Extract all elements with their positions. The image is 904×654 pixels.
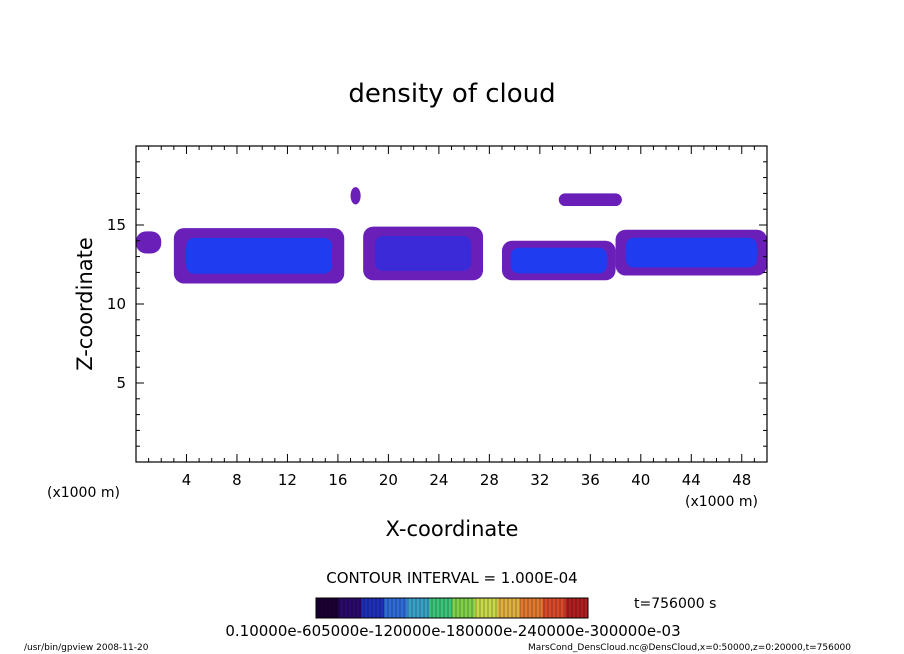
colorbar-swatch	[361, 598, 385, 618]
y-unit-label: (x1000 m)	[47, 485, 120, 501]
cloud-region-center	[363, 226, 484, 281]
colorbar-swatch	[474, 598, 498, 618]
colorbar-swatch	[520, 598, 544, 618]
colorbar-swatch	[542, 598, 566, 618]
x-tick-label: 20	[379, 471, 398, 489]
colorbar-swatch	[406, 598, 430, 618]
y-tick-label: 10	[107, 295, 126, 313]
x-tick-label: 12	[278, 471, 297, 489]
cloud-region-main-left	[173, 228, 345, 284]
cloud-region-right-edge	[615, 229, 767, 276]
colorbar-swatch	[384, 598, 408, 618]
x-tick-label: 36	[581, 471, 600, 489]
x-tick-label: 24	[429, 471, 448, 489]
x-tick-label: 40	[631, 471, 650, 489]
colorbar-swatch	[338, 598, 362, 618]
colorbar	[316, 598, 589, 618]
colorbar-swatch	[497, 598, 521, 618]
contour-interval: CONTOUR INTERVAL = 1.000E-04	[326, 569, 577, 587]
footer-left: /usr/bin/gpview 2008-11-20	[24, 643, 149, 653]
y-tick-label: 15	[107, 216, 126, 234]
cloud-region-left-edge	[136, 231, 162, 254]
x-tick-label: 4	[182, 471, 192, 489]
x-tick-label: 28	[480, 471, 499, 489]
colorbar-swatch	[316, 598, 340, 618]
colorbar-swatch	[429, 598, 453, 618]
colorbar-labels: 0.10000e-605000e-120000e-180000e-240000e…	[225, 622, 680, 640]
time-label: t=756000 s	[634, 596, 716, 612]
x-tick-label: 8	[232, 471, 242, 489]
cloud-regions	[136, 187, 767, 284]
x-tick-label: 48	[732, 471, 751, 489]
y-tick-label: 5	[116, 374, 126, 392]
x-tick-label: 16	[328, 471, 347, 489]
x-axis-title: X-coordinate	[386, 517, 519, 541]
cloud-region-top-right	[558, 193, 622, 207]
y-axis-title: Z-coordinate	[73, 237, 97, 371]
plot-frame	[135, 145, 768, 463]
cloud-region-right-center	[501, 240, 616, 281]
colorbar-swatch	[452, 598, 476, 618]
x-tick-label: 44	[682, 471, 701, 489]
chart-title: density of cloud	[348, 79, 555, 109]
footer-right: MarsCond_DensCloud.nc@DensCloud,x=0:5000…	[528, 643, 851, 653]
cloud-region-top-small	[350, 187, 361, 205]
colorbar-frame	[315, 597, 589, 619]
colorbar-swatch	[565, 598, 589, 618]
x-unit-label: (x1000 m)	[685, 494, 758, 510]
x-tick-label: 32	[530, 471, 549, 489]
